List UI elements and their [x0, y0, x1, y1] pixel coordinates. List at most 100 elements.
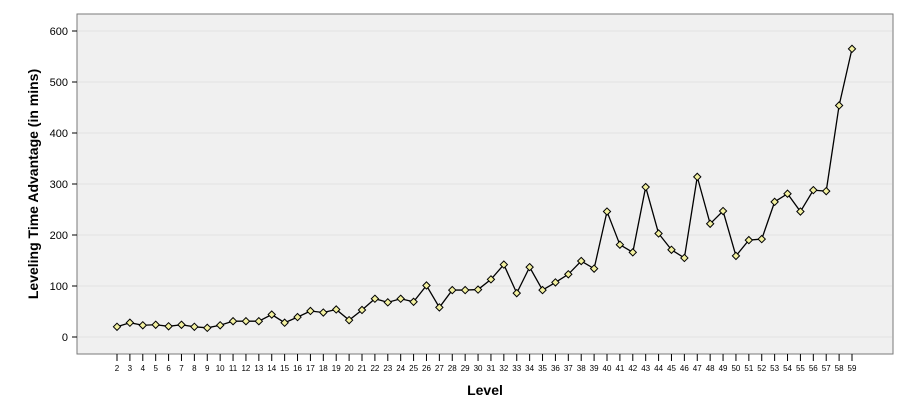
x-tick-label: 23	[383, 364, 392, 373]
x-tick-label: 33	[512, 364, 521, 373]
x-tick-label: 13	[254, 364, 263, 373]
x-tick-label: 50	[731, 364, 740, 373]
x-tick-label: 40	[603, 364, 612, 373]
x-tick-label: 28	[448, 364, 457, 373]
data-point	[409, 297, 418, 307]
x-tick-label: 38	[577, 364, 586, 373]
data-point	[241, 316, 251, 326]
y-tick-label: 600	[50, 26, 68, 38]
data-point	[847, 44, 857, 54]
data-point	[151, 320, 160, 330]
x-tick-label: 10	[216, 364, 225, 373]
x-tick-label: 35	[538, 364, 547, 373]
data-point	[447, 285, 457, 295]
y-tick-label: 300	[50, 179, 68, 191]
data-point	[164, 321, 173, 331]
x-tick-label: 51	[744, 364, 753, 373]
x-tick-label: 11	[229, 364, 238, 373]
x-tick-label: 59	[848, 364, 857, 373]
x-tick-label: 7	[179, 364, 184, 373]
data-point	[525, 262, 534, 272]
data-point	[615, 240, 625, 249]
data-point	[512, 288, 522, 298]
x-tick-label: 31	[486, 364, 495, 373]
x-tick-label: 55	[796, 364, 805, 373]
data-point	[319, 308, 328, 317]
data-point	[202, 323, 212, 333]
data-point	[267, 310, 277, 319]
data-point	[680, 253, 689, 263]
data-point	[112, 322, 122, 332]
data-point	[654, 229, 663, 238]
data-point	[757, 234, 767, 244]
x-tick-label: 19	[332, 364, 341, 373]
x-tick-label: 2	[115, 364, 120, 373]
x-tick-label: 8	[192, 364, 197, 373]
data-point	[383, 298, 393, 307]
data-point	[473, 285, 483, 294]
data-point	[770, 197, 779, 207]
x-tick-label: 18	[319, 364, 328, 373]
x-tick-label: 14	[267, 364, 276, 373]
data-point	[783, 189, 792, 198]
x-tick-label: 56	[809, 364, 818, 373]
data-point	[731, 251, 741, 261]
y-tick-label: 400	[50, 128, 68, 140]
x-tick-label: 6	[166, 364, 171, 373]
x-tick-label: 5	[153, 364, 158, 373]
data-point	[190, 322, 199, 332]
data-point	[834, 101, 844, 110]
data-point	[435, 303, 444, 312]
x-tick-label: 9	[205, 364, 210, 373]
data-point	[357, 305, 367, 315]
data-point	[177, 320, 186, 330]
data-point	[551, 278, 560, 287]
x-tick-label: 49	[719, 364, 728, 373]
x-tick-label: 3	[128, 364, 133, 373]
data-point	[138, 320, 148, 330]
x-tick-label: 30	[474, 364, 483, 373]
data-point	[589, 264, 599, 273]
data-point	[422, 281, 431, 290]
data-point	[215, 320, 225, 330]
data-point	[499, 260, 509, 269]
data-markers	[112, 44, 857, 333]
x-tick-label: 25	[409, 364, 418, 373]
x-tick-label: 48	[706, 364, 715, 373]
data-point	[306, 306, 315, 316]
x-tick-label: 46	[680, 364, 689, 373]
data-point	[228, 316, 238, 326]
data-point	[254, 316, 264, 326]
x-tick-label: 24	[396, 364, 405, 373]
x-tick-label: 57	[822, 364, 831, 373]
y-axis-title: Leveling Time Advantage (in mins)	[25, 69, 41, 299]
data-point	[628, 248, 638, 257]
x-tick-label: 52	[757, 364, 766, 373]
x-tick-label: 58	[835, 364, 844, 373]
x-tick-label: 37	[564, 364, 573, 373]
data-point	[370, 294, 380, 304]
x-tick-label: 54	[783, 364, 792, 373]
x-tick-label: 34	[525, 364, 534, 373]
data-point	[331, 305, 341, 314]
x-tick-label: 26	[422, 364, 431, 373]
x-tick-label: 41	[615, 364, 624, 373]
x-tick-label: 45	[667, 364, 676, 373]
x-tick-label: 16	[293, 364, 302, 373]
data-point	[344, 315, 354, 325]
x-tick-label: 15	[280, 364, 289, 373]
y-axis-ticks: 0 100 200 300 400 500 600	[50, 26, 77, 344]
data-point	[692, 172, 702, 182]
x-tick-label: 39	[590, 364, 599, 373]
series-line	[116, 48, 853, 329]
x-tick-label: 53	[770, 364, 779, 373]
data-point	[460, 285, 470, 295]
data-point	[576, 256, 586, 266]
data-point	[293, 312, 302, 322]
x-tick-label: 12	[241, 364, 250, 373]
data-point	[705, 219, 715, 229]
data-point	[718, 206, 728, 216]
data-point	[744, 235, 754, 245]
data-point	[396, 294, 405, 304]
x-tick-label: 21	[358, 364, 367, 373]
